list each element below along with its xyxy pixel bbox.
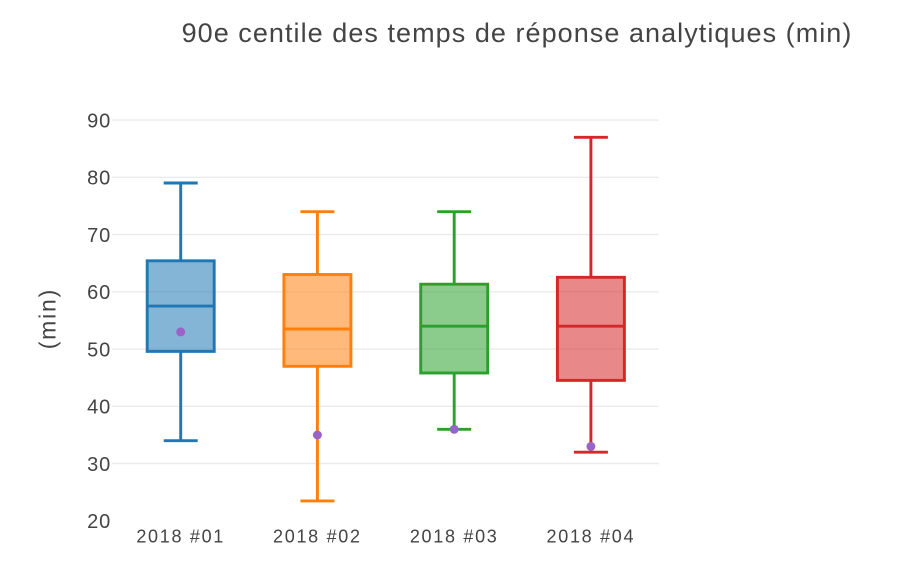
svg-text:90e centile des temps de répon: 90e centile des temps de réponse analyti… xyxy=(182,18,853,48)
svg-text:40: 40 xyxy=(87,397,111,419)
svg-text:60: 60 xyxy=(87,282,111,304)
svg-text:80: 80 xyxy=(87,168,111,190)
svg-text:90: 90 xyxy=(87,110,111,132)
svg-text:2018 #04: 2018 #04 xyxy=(547,526,636,546)
svg-text:(min): (min) xyxy=(35,288,61,349)
svg-text:2018 #02: 2018 #02 xyxy=(273,526,362,546)
svg-text:30: 30 xyxy=(87,454,111,476)
svg-text:20: 20 xyxy=(87,511,111,533)
svg-text:2018 #01: 2018 #01 xyxy=(136,526,225,546)
svg-text:50: 50 xyxy=(87,339,111,361)
svg-text:2018 #03: 2018 #03 xyxy=(410,526,499,546)
svg-text:70: 70 xyxy=(87,225,111,247)
